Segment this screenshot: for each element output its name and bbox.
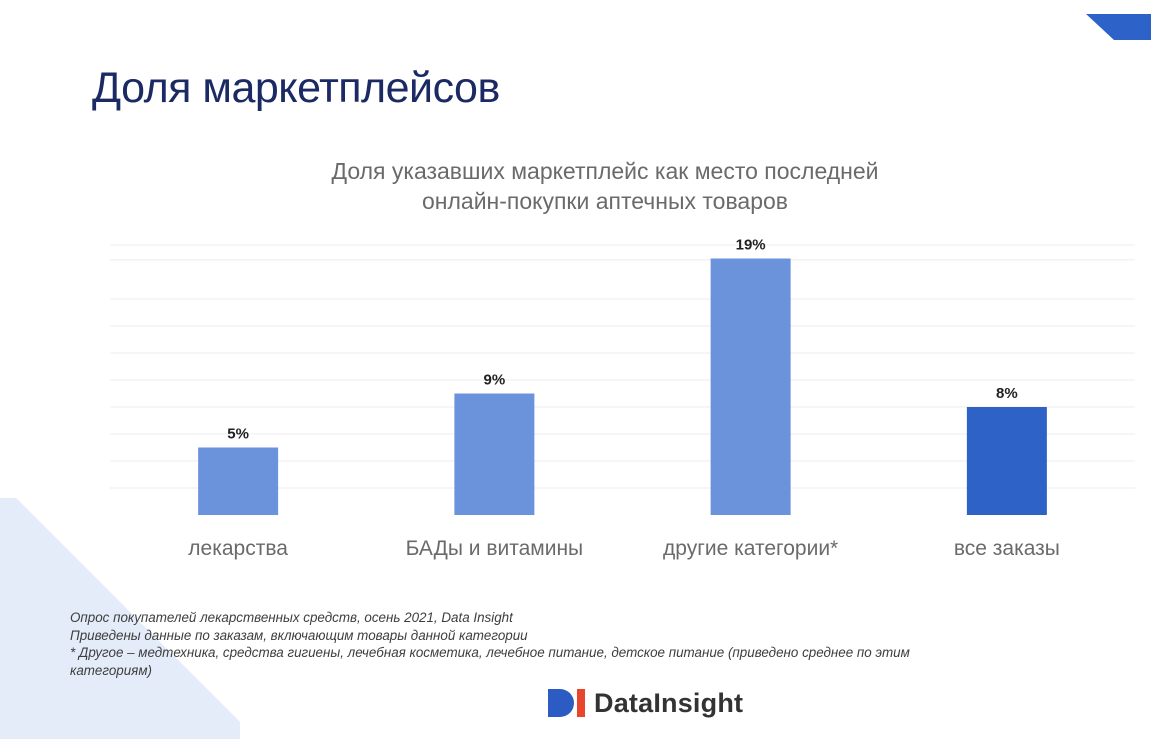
category-label: лекарства xyxy=(188,537,288,560)
bar-1 xyxy=(198,447,279,515)
corner-decoration-bottom-left xyxy=(0,498,240,739)
chart-title-line-1: Доля указавших маркетплейс как место пос… xyxy=(331,158,879,184)
footnote-source: Опрос покупателей лекарственных средств,… xyxy=(70,610,513,625)
data-insight-logo: DataInsight xyxy=(548,686,743,720)
category-label: другие категории* xyxy=(663,537,838,560)
bar-2 xyxy=(454,393,535,515)
data-insight-logo-mark xyxy=(548,689,585,717)
footnote-other: * Другое – медтехника, средства гигиены,… xyxy=(70,645,910,660)
bar-chart: 5% лекарства 9% БАДы и витамины 19% другие ка… xyxy=(110,237,1135,560)
bar-value-label: 5% xyxy=(227,426,249,443)
slide-title: Доля маркетплейсов xyxy=(92,64,500,112)
bar-3 xyxy=(710,258,791,515)
bar-value-label: 8% xyxy=(996,385,1018,402)
logo-text: DataInsight xyxy=(594,687,744,718)
footnote-other-cont: категориям) xyxy=(70,662,152,678)
category-label: БАДы и витамины xyxy=(406,537,584,560)
category-label: все заказы xyxy=(954,537,1060,560)
footnote-scope: Приведены данные по заказам, включающим … xyxy=(70,627,528,643)
chart-title: Доля указавших маркетплейс как место пос… xyxy=(250,156,960,216)
corner-decoration-top-right xyxy=(1086,14,1151,40)
chart-title-line-2: онлайн-покупки аптечных товаров xyxy=(421,188,788,214)
footnotes: Опрос покупателей лекарственных средств,… xyxy=(70,609,1140,679)
bar-4 xyxy=(966,407,1047,515)
bar-value-label: 19% xyxy=(736,237,766,254)
bar-value-label: 9% xyxy=(484,372,506,389)
